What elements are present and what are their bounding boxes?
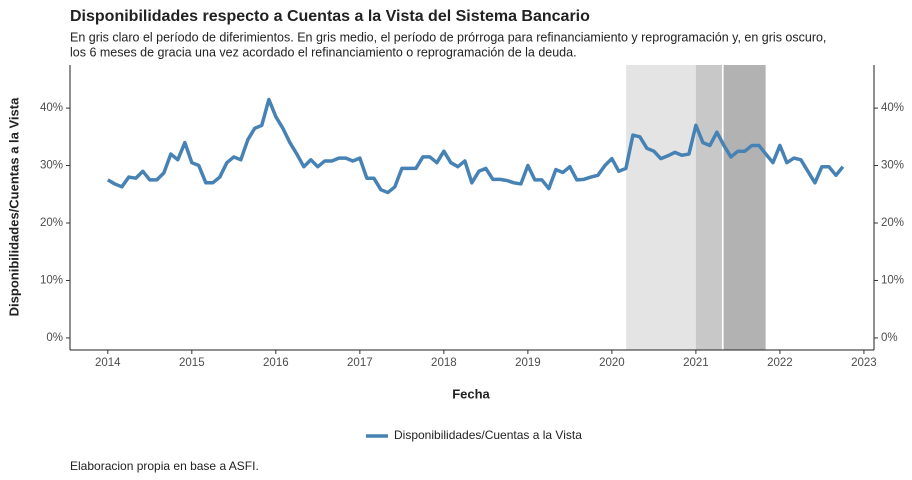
x-tick-label: 2021: [683, 357, 709, 369]
y2-tick-label: 0%: [881, 332, 898, 344]
y2-tick-label: 10%: [881, 275, 904, 287]
shaded-region: [626, 65, 696, 350]
x-tick-label: 2022: [767, 357, 793, 369]
y-tick-label: 0%: [46, 332, 63, 344]
y-tick-label: 40%: [40, 102, 63, 114]
x-tick-label: 2015: [179, 357, 205, 369]
x-tick-label: 2014: [95, 357, 121, 369]
series-line: [106, 97, 845, 195]
y-tick-label: 10%: [40, 275, 63, 287]
legend-label: Disponibilidades/Cuentas a la Vista: [394, 428, 582, 442]
shaded-region: [723, 65, 766, 350]
x-tick-label: 2016: [263, 357, 289, 369]
shaded-region: [695, 65, 722, 350]
x-tick-label: 2023: [851, 357, 877, 369]
y2-tick-label: 30%: [881, 160, 904, 172]
subtitle-line: En gris claro el período de diferimiento…: [70, 30, 826, 44]
x-tick-label: 2019: [515, 357, 541, 369]
chart-title: Disponibilidades respecto a Cuentas a la…: [70, 8, 590, 25]
y-tick-label: 30%: [40, 160, 63, 172]
x-tick-label: 2017: [347, 357, 373, 369]
y2-tick-label: 40%: [881, 102, 904, 114]
y2-tick-label: 20%: [881, 217, 904, 229]
y-tick-label: 20%: [40, 217, 63, 229]
caption: Elaboracion propia en base a ASFI.: [70, 459, 259, 473]
subtitle-line: los 6 meses de gracia una vez acordado e…: [70, 45, 577, 59]
x-axis-label: Fecha: [452, 386, 490, 401]
y-axis-label: Disponibilidades/Cuentas a la Vista: [6, 97, 21, 316]
x-tick-label: 2020: [599, 357, 625, 369]
x-tick-label: 2018: [431, 357, 457, 369]
